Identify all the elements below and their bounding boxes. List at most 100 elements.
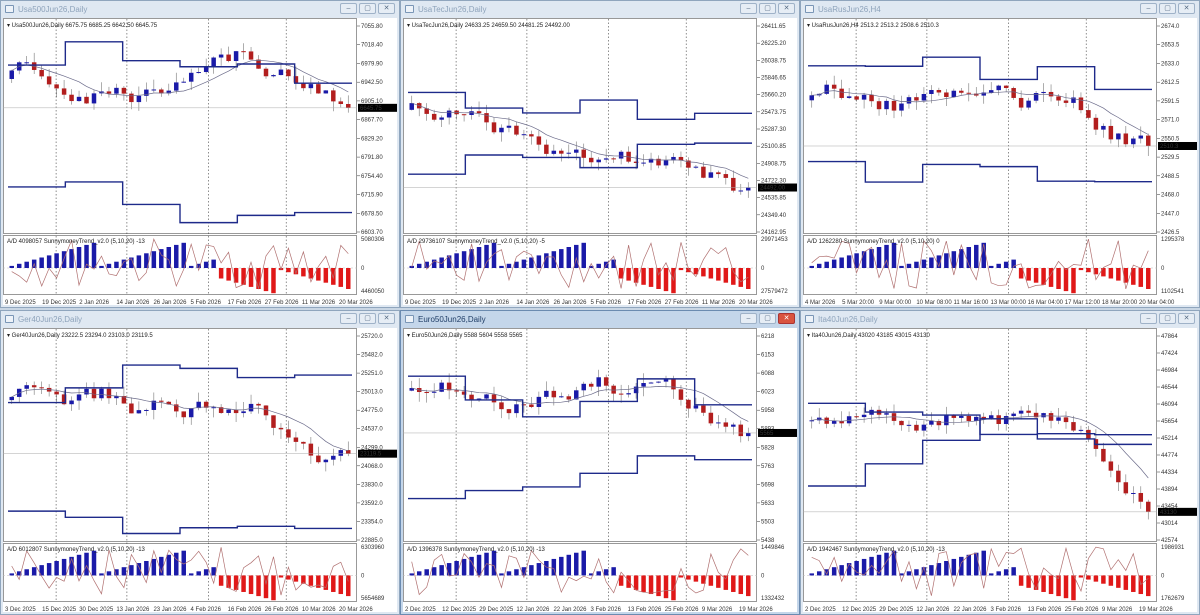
maximize-button[interactable]: ▢ [1159, 3, 1176, 14]
date-axis-label: 19 Mar 2026 [1139, 607, 1173, 613]
date-axis-label: 17 Feb 2026 [228, 300, 262, 306]
price-axis-label: 6867.70 [361, 118, 383, 124]
date-axis-label: 20 Mar 2026 [339, 300, 373, 306]
trend-channel-line [408, 142, 752, 175]
close-button[interactable]: ✕ [1178, 3, 1195, 14]
indicator-axis-label: 29971453 [761, 237, 788, 243]
trend-channel-line [808, 418, 1152, 487]
close-button[interactable]: ✕ [378, 3, 395, 14]
window-titlebar[interactable]: UsaRusJun26,H4 – ▢ ✕ [801, 1, 1199, 17]
date-axis-label: 26 Jan 2026 [553, 300, 587, 306]
chart-area[interactable]: 6218615360886023595858935828576356985633… [403, 328, 797, 613]
chart-window-usarus[interactable]: UsaRusJun26,H4 – ▢ ✕ 2674.0 2653.5 2633.0 2612.… [800, 0, 1200, 308]
date-axis-label: 29 Dec 2025 [879, 607, 914, 613]
indicator-label: A/D 1942467 SunnymoneyTrend_v2.0 (5,10,2… [807, 547, 946, 553]
date-axis-label: 11 Mar 2026 [302, 300, 336, 306]
maximize-button[interactable]: ▢ [759, 313, 776, 324]
price-axis-label: 45654 [1161, 419, 1178, 425]
chart-window-euro50[interactable]: Euro50Jun26,Daily – ▢ ✕ 6218 6153 6088 6023 5958… [400, 310, 800, 615]
maximize-button[interactable]: ▢ [759, 3, 776, 14]
ad-line [11, 547, 349, 596]
chart-window-usa500[interactable]: Usa500Jun26,Daily – ▢ ✕ 7055.80 7018.40 6979.9… [0, 0, 400, 308]
minimize-button[interactable]: – [340, 313, 357, 324]
price-axis-label: 5698 [761, 482, 775, 488]
minimize-button[interactable]: – [1140, 313, 1157, 324]
window-titlebar[interactable]: Ita40Jun26,Daily – ▢ ✕ [801, 311, 1199, 327]
window-titlebar[interactable]: Euro50Jun26,Daily – ▢ ✕ [401, 311, 799, 327]
price-axis-label: 47424 [1161, 351, 1178, 357]
minimize-button[interactable]: – [740, 3, 757, 14]
ad-line [411, 548, 749, 596]
indicator-axis-label: 0 [1161, 266, 1165, 272]
price-axis-label: 6979.90 [361, 61, 383, 67]
ohlc-label: ▾ Ger40Jun26,Daily 23222.5 23294.0 23103… [7, 333, 153, 339]
date-axis-label: 5 Feb 2026 [191, 300, 222, 306]
chart-window-usatec[interactable]: UsaTecJun26,Daily – ▢ ✕ 26411.65 26225.20 2603… [400, 0, 800, 308]
window-title: Euro50Jun26,Daily [418, 314, 486, 324]
indicator-axis-label: 5654689 [361, 596, 385, 602]
price-axis-label: 23354.0 [361, 519, 383, 525]
chart-area[interactable]: 47864 47424 46984 46544 46094 45654 45214 44774… [803, 328, 1197, 613]
minimize-button[interactable]: – [1140, 3, 1157, 14]
maximize-button[interactable]: ▢ [1159, 313, 1176, 324]
indicator-axis-label: 6303960 [361, 545, 385, 551]
chart-area[interactable]: 25720.0 25482.0 25251.0 25013.0 24775.0 24537… [3, 328, 397, 613]
price-axis-label: 2529.5 [1161, 155, 1180, 161]
minimize-button[interactable]: – [740, 313, 757, 324]
price-axis-label: 6715.90 [361, 193, 383, 199]
date-axis-label: 23 Jan 2026 [153, 607, 187, 613]
date-axis-label: 27 Feb 2026 [665, 300, 699, 306]
window-titlebar[interactable]: Usa500Jun26,Daily – ▢ ✕ [1, 1, 399, 17]
indicator-axis-label: 1332432 [761, 596, 785, 602]
close-button[interactable]: ✕ [1178, 313, 1195, 324]
trend-channel-line [408, 455, 752, 500]
price-axis-label: 24537.0 [361, 427, 383, 433]
price-axis-label: 2612.5 [1161, 80, 1180, 86]
date-axis-label: 2 Jan 2026 [479, 300, 509, 306]
date-axis-label: 13 Mar 00:00 [991, 300, 1027, 306]
date-axis-label: 20 Mar 2026 [339, 607, 373, 613]
price-axis-label: 5503 [761, 519, 775, 525]
price-axis-label: 43014 [1161, 521, 1178, 527]
indicator-axis-label: 0 [1161, 573, 1165, 579]
indicator-label: A/D 1396378 SunnymoneyTrend_v2.0 (5,10,2… [407, 547, 546, 553]
chart-window-icon [805, 315, 814, 323]
chart-area[interactable]: 2674.0 2653.5 2633.0 2612.5 2591.5 2571.0 2550… [803, 18, 1197, 306]
price-axis-label: 46984 [1161, 368, 1178, 374]
window-titlebar[interactable]: UsaTecJun26,Daily – ▢ ✕ [401, 1, 799, 17]
close-button[interactable]: ✕ [778, 3, 795, 14]
price-axis-label: 6218 [761, 334, 775, 340]
moving-average-line [411, 102, 749, 179]
date-axis-label: 22 Jan 2026 [553, 607, 587, 613]
date-axis-label: 14 Jan 2026 [516, 300, 550, 306]
price-axis-label: 2447.0 [1161, 211, 1180, 217]
minimize-button[interactable]: – [340, 3, 357, 14]
date-axis-label: 14 Jan 2026 [116, 300, 150, 306]
price-axis-label: 2633.0 [1161, 61, 1180, 67]
current-price-tag: 23119.5 [360, 452, 382, 458]
window-titlebar[interactable]: Ger40Jun26,Daily – ▢ ✕ [1, 311, 399, 327]
indicator-axis-label: 0 [761, 266, 765, 272]
price-axis-label: 25100.85 [761, 144, 787, 150]
date-axis-label: 20 Mar 04:00 [1139, 300, 1175, 306]
close-button[interactable]: ✕ [778, 313, 795, 324]
price-axis-label: 5438 [761, 538, 775, 544]
maximize-button[interactable]: ▢ [359, 3, 376, 14]
chart-window-ger40[interactable]: Ger40Jun26,Daily – ▢ ✕ 25720.0 25482.0 25251.0… [0, 310, 400, 615]
trend-channel-line [8, 181, 352, 224]
chart-area[interactable]: 26411.65 26225.20 26038.75 25846.65 25660.20… [403, 18, 797, 306]
chart-window-ita40[interactable]: Ita40Jun26,Daily – ▢ ✕ 47864 47424 46984 46544 4… [800, 310, 1200, 615]
ohlc-label: ▾ Ita40Jun26,Daily 43020 43185 43015 431… [807, 333, 930, 339]
date-axis-label: 2 Dec 2025 [405, 607, 436, 613]
price-axis-label: 2674.0 [1161, 24, 1180, 30]
price-axis-label: 25846.65 [761, 76, 787, 82]
date-axis-label: 29 Dec 2025 [479, 607, 514, 613]
date-axis-label: 9 Mar 2026 [702, 607, 733, 613]
current-price-tag: 6645.75 [360, 106, 382, 112]
date-axis-label: 30 Dec 2025 [79, 607, 114, 613]
close-button[interactable]: ✕ [378, 313, 395, 324]
chart-area[interactable]: 7055.80 7018.40 6979.90 6942.50 6905.10 6867.… [3, 18, 397, 306]
indicator-label: A/D 6012807 SunnymoneyTrend_v2.0 (5,10,2… [7, 547, 146, 553]
maximize-button[interactable]: ▢ [359, 313, 376, 324]
date-axis-label: 2 Dec 2025 [805, 607, 836, 613]
